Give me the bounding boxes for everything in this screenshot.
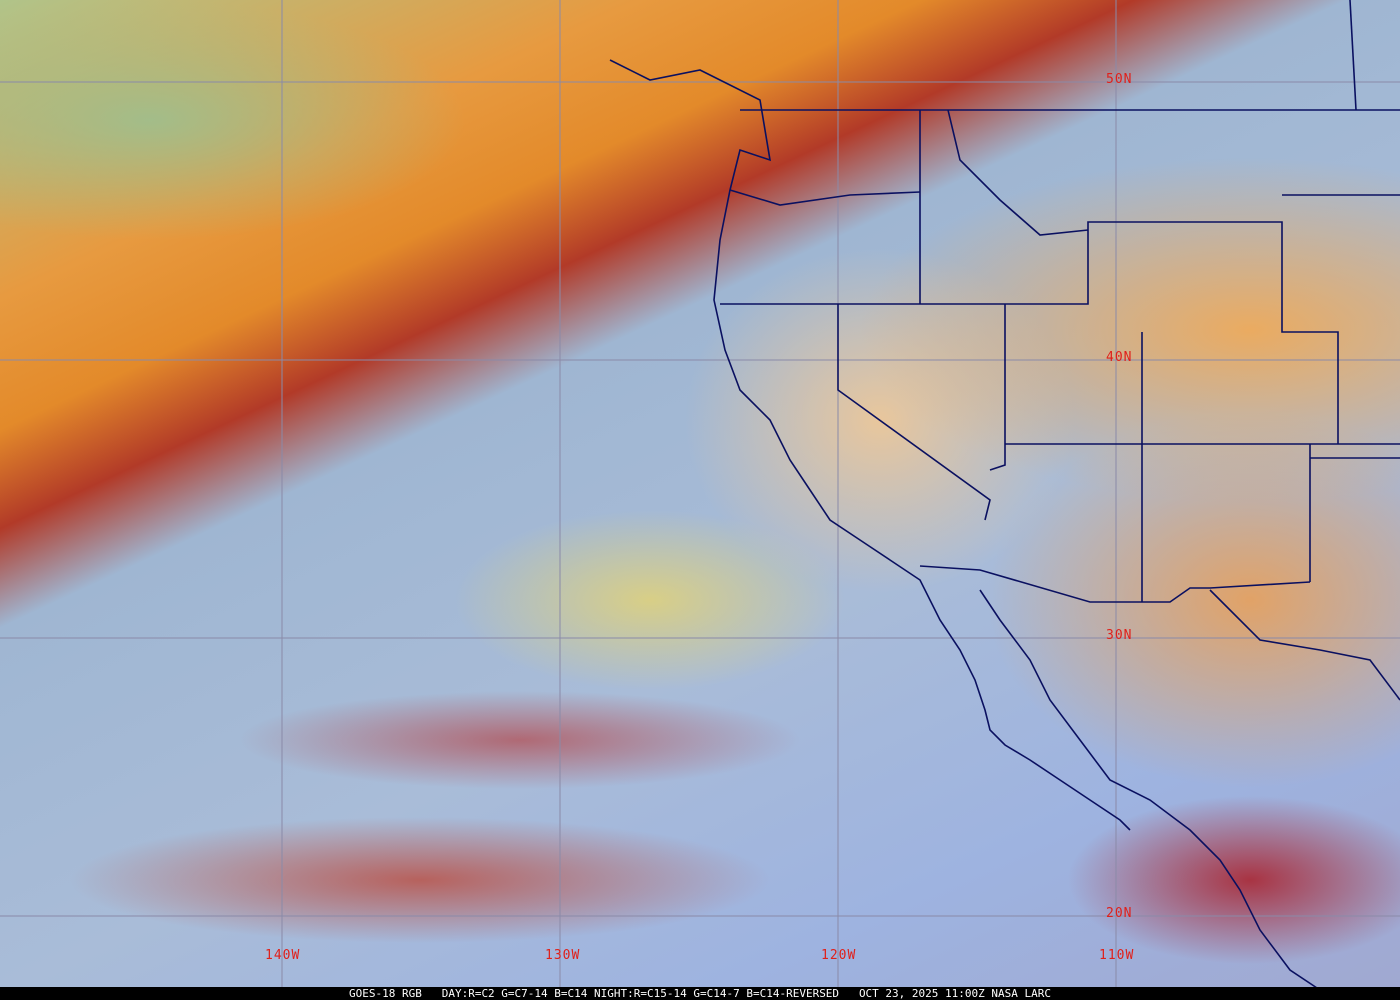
nd-border: [1349, 0, 1357, 111]
mexico-coast: [1209, 589, 1400, 701]
mt-id-border: [947, 109, 1089, 236]
caption-recipe: DAY:R=C2 G=C7-14 B=C14 NIGHT:R=C15-14 G=…: [441, 987, 840, 1000]
borders: [609, 0, 1400, 991]
lon-label-130w: 130W: [545, 948, 581, 963]
nv-ca-border: [837, 304, 991, 521]
caption-source: NASA LARC: [991, 987, 1052, 1000]
ut-border: [1005, 221, 1339, 444]
us-mexico-border: [919, 565, 1311, 603]
lon-label-110w: 110W: [1099, 948, 1135, 963]
caption-product: GOES-18 RGB: [348, 987, 422, 1000]
lon-label-120w: 120W: [821, 948, 857, 963]
wa-or-border: [729, 189, 921, 206]
lat-label-50n: 50N: [1106, 72, 1133, 87]
caption-timestamp: OCT 23, 2025 11:00Z: [858, 987, 985, 1000]
coastline: [609, 59, 1131, 831]
nv-east-border: [989, 304, 1006, 471]
baja-east-coast: [979, 589, 1321, 991]
lat-label-30n: 30N: [1106, 628, 1133, 643]
lat-label-20n: 20N: [1106, 906, 1133, 921]
lat-label-40n: 40N: [1106, 350, 1133, 365]
lon-label-140w: 140W: [265, 948, 301, 963]
caption-bar: GOES-18 RGB DAY:R=C2 G=C7-14 B=C14 NIGHT…: [0, 987, 1400, 1000]
